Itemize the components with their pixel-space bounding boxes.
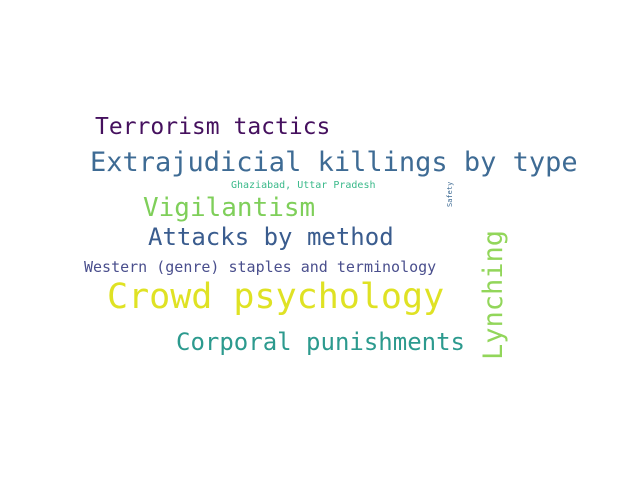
word-vigilantism: Vigilantism	[143, 193, 316, 223]
word-ghaziabad: Ghaziabad, Uttar Pradesh	[231, 180, 376, 191]
word-western-genre: Western (genre) staples and terminology	[84, 258, 437, 276]
word-lynching: Lynching	[478, 229, 509, 360]
word-safety: Safety	[446, 181, 454, 207]
word-extrajudicial-killings: Extrajudicial killings by type	[90, 147, 578, 178]
word-terrorism-tactics: Terrorism tactics	[95, 114, 331, 140]
word-corporal-punishments: Corporal punishments	[176, 328, 465, 356]
word-attacks-by-method: Attacks by method	[148, 223, 394, 251]
word-crowd-psychology: Crowd psychology	[107, 277, 445, 317]
